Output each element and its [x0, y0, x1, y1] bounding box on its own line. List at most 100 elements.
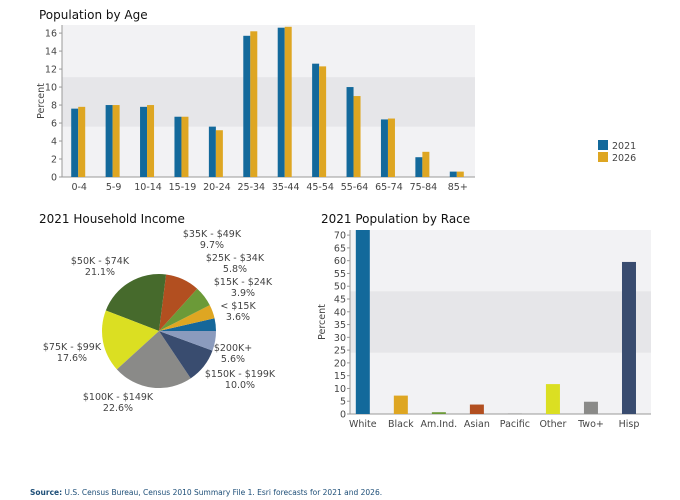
bar-2026-15-19	[181, 116, 189, 177]
y-tick-label: 10	[334, 384, 346, 395]
slice-percent: 9.7%	[200, 240, 224, 251]
bar-2021-20-24	[208, 126, 216, 177]
pie-slice-$35K - $49K	[159, 274, 198, 331]
y-tick-label: 0	[340, 410, 346, 421]
x-tick-label: 65-74	[375, 182, 403, 193]
y-axis-label: Percent	[36, 83, 47, 119]
y-tick-label: 20	[334, 358, 346, 369]
legend-label: 2026	[612, 153, 636, 164]
y-tick-label: 10	[45, 83, 57, 94]
slice-label: $50K - $74K	[71, 256, 130, 267]
pie-slice-$100K - $149K	[116, 331, 191, 388]
y-tick-label: 65	[334, 243, 346, 254]
x-tick-label: 0-4	[71, 182, 87, 193]
pie-slice-$150K - $199K	[159, 331, 213, 379]
bar-2026-75-84	[422, 151, 430, 177]
slice-label: $75K - $99K	[43, 342, 102, 353]
slice-percent: 21.1%	[85, 267, 115, 278]
chart-title: Population by Age	[39, 8, 148, 22]
bar-2021-55-64	[346, 87, 354, 177]
plot-band	[350, 291, 651, 353]
x-tick-label: 35-44	[272, 182, 300, 193]
y-tick-label: 2	[51, 155, 57, 166]
y-tick-label: 6	[51, 119, 57, 130]
chart-title: 2021 Population by Race	[321, 212, 470, 226]
legend-swatch-2021	[598, 140, 608, 150]
y-tick-label: 4	[51, 137, 57, 148]
bar-2026-55-64	[353, 96, 361, 177]
legend-label: 2021	[612, 141, 636, 152]
bar-2026-10-14	[147, 105, 155, 177]
x-tick-label: Pacific	[500, 419, 530, 430]
bar-Pacific	[507, 413, 522, 414]
x-tick-label: 20-24	[203, 182, 231, 193]
slice-label: $35K - $49K	[183, 229, 242, 240]
slice-percent: 10.0%	[225, 380, 255, 391]
source-note: Source: U.S. Census Bureau, Census 2010 …	[30, 488, 382, 497]
y-tick-label: 8	[51, 101, 57, 112]
bar-2021-45-54	[312, 63, 320, 177]
x-tick-label: Other	[539, 419, 566, 430]
y-tick-label: 0	[51, 173, 57, 184]
pie-slice-< $15K	[159, 318, 216, 331]
y-tick-label: 16	[45, 29, 57, 40]
slice-label: $200K+	[214, 343, 252, 354]
bar-Am.Ind.	[431, 412, 446, 414]
y-tick-label: 55	[334, 269, 346, 280]
bar-2026-0-4	[78, 106, 86, 177]
legend-swatch-2026	[598, 152, 608, 162]
bar-Two+	[583, 401, 598, 414]
bar-2021-65-74	[380, 119, 388, 177]
y-tick-label: 70	[334, 231, 346, 242]
bar-2026-65-74	[387, 118, 395, 177]
x-tick-label: 75-84	[410, 182, 438, 193]
y-tick-label: 5	[340, 397, 346, 408]
bar-2021-25-34	[243, 35, 251, 177]
bar-Black	[393, 395, 408, 414]
pie-slice-$25K - $34K	[159, 288, 210, 331]
slice-percent: 22.6%	[103, 403, 133, 414]
x-tick-label: 25-34	[237, 182, 265, 193]
bar-2021-10-14	[140, 106, 148, 177]
bar-2026-45-54	[319, 66, 327, 177]
bar-2026-25-34	[250, 31, 258, 178]
bar-White	[355, 230, 370, 414]
x-tick-label: 5-9	[106, 182, 122, 193]
pie-slice-$50K - $74K	[105, 273, 167, 331]
x-tick-label: Two+	[577, 419, 604, 430]
y-tick-label: 14	[45, 47, 57, 58]
chart-title: 2021 Household Income	[39, 212, 185, 226]
slice-label: $25K - $34K	[206, 253, 265, 264]
y-axis-label: Percent	[317, 304, 328, 340]
y-tick-label: 60	[334, 256, 346, 267]
x-tick-label: 85+	[448, 182, 468, 193]
source-label: Source:	[30, 488, 63, 497]
x-tick-label: 55-64	[341, 182, 369, 193]
bar-2021-5-9	[105, 105, 113, 177]
slice-percent: 5.8%	[223, 264, 247, 275]
pie-slice-$15K - $24K	[159, 305, 215, 331]
x-tick-label: Black	[388, 419, 414, 430]
y-tick-label: 35	[334, 320, 346, 331]
x-tick-label: Am.Ind.	[421, 419, 458, 430]
y-tick-label: 25	[334, 346, 346, 357]
slice-percent: 3.9%	[231, 288, 255, 299]
x-tick-label: Hisp	[619, 419, 640, 430]
slice-percent: 17.6%	[57, 353, 87, 364]
bar-2021-15-19	[174, 116, 182, 177]
slice-label: $100K - $149K	[83, 392, 154, 403]
bar-2021-85+	[449, 171, 457, 177]
bar-2021-35-44	[277, 27, 285, 177]
y-tick-label: 30	[334, 333, 346, 344]
pie-slice-$75K - $99K	[102, 310, 159, 370]
bar-Asian	[469, 404, 484, 414]
bar-2026-20-24	[215, 130, 223, 177]
slice-label: $150K - $199K	[205, 369, 276, 380]
bar-Hisp	[621, 261, 636, 414]
slice-percent: 5.6%	[221, 354, 245, 365]
y-tick-label: 50	[334, 282, 346, 293]
x-tick-label: White	[349, 419, 377, 430]
source-text: U.S. Census Bureau, Census 2010 Summary …	[62, 488, 383, 497]
bar-2026-35-44	[284, 26, 292, 178]
